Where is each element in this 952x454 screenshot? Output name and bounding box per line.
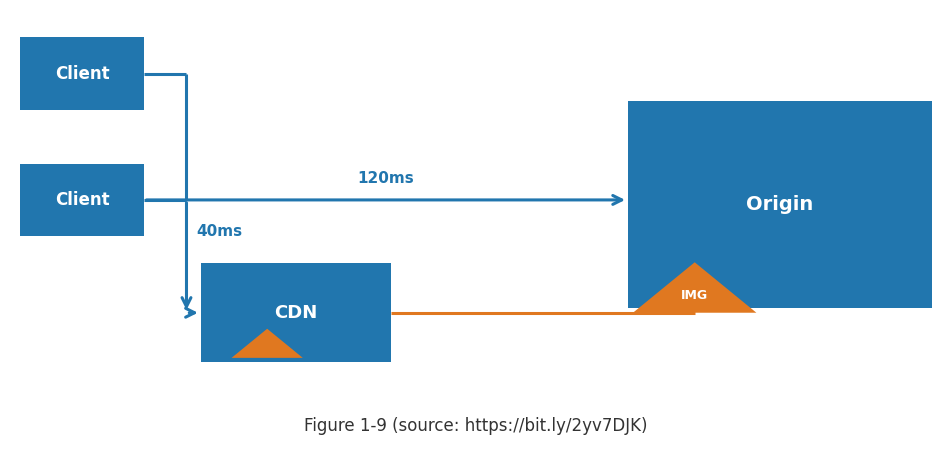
- Text: Client: Client: [55, 64, 109, 83]
- Text: Figure 1-9 (source: https://bit.ly/2yv7DJK): Figure 1-9 (source: https://bit.ly/2yv7D…: [305, 417, 647, 434]
- FancyBboxPatch shape: [201, 263, 390, 362]
- Text: Origin: Origin: [746, 195, 813, 214]
- Text: CDN: CDN: [274, 304, 317, 322]
- FancyBboxPatch shape: [20, 38, 144, 110]
- Text: 40ms: 40ms: [196, 224, 242, 239]
- Text: IMG: IMG: [681, 289, 708, 301]
- Text: 120ms: 120ms: [357, 172, 414, 187]
- FancyBboxPatch shape: [628, 101, 932, 308]
- Text: Client: Client: [55, 191, 109, 209]
- FancyBboxPatch shape: [20, 164, 144, 236]
- Polygon shape: [231, 329, 303, 358]
- Polygon shape: [633, 262, 757, 313]
